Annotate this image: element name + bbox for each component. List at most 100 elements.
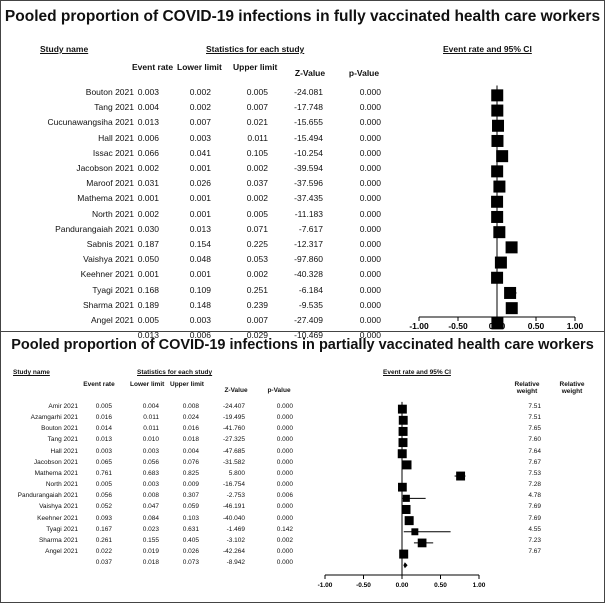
p-value: 0.000: [359, 163, 381, 173]
upper-limit-value: 0.018: [182, 436, 199, 444]
event-rate-value: 0.056: [95, 492, 112, 500]
lower-limit-value: 0.003: [142, 481, 159, 489]
study-name: Vaishya 2021: [83, 254, 134, 265]
study-name: Amir 2021: [48, 403, 78, 410]
study-point-marker: [494, 256, 507, 269]
study-name: Pandurangaiah 2021: [55, 223, 134, 234]
x-tick-label: -1.00: [318, 582, 333, 589]
upper-limit-value: 0.011: [247, 132, 268, 143]
col-relative-weight-2: Relative weight: [559, 381, 585, 396]
upper-limit-value: 0.002: [246, 193, 268, 204]
lower-limit-value: 0.047: [142, 503, 159, 511]
fully-vaccinated-forest-plot: -1.00-0.500.000.501.00: [409, 85, 584, 331]
lower-limit-value: 0.006: [189, 330, 211, 341]
event-rate-value: 0.066: [137, 147, 159, 158]
upper-limit-value: 0.103: [182, 514, 199, 522]
z-value: -37.435: [294, 193, 323, 204]
z-value: -24.081: [294, 87, 323, 97]
lower-limit-value: 0.001: [189, 163, 211, 173]
study-name: North 2021: [91, 208, 134, 219]
p-value: 0.000: [276, 403, 293, 410]
p-value: 0.000: [359, 315, 381, 325]
lower-limit-value: 0.003: [142, 447, 159, 455]
upper-limit-value: 0.007: [246, 315, 268, 325]
z-value: -27.325: [222, 436, 245, 444]
col-event-rate: Event rate: [83, 381, 115, 388]
p-value: 0.000: [359, 208, 381, 219]
relative-weight-value: 7.69: [528, 514, 541, 522]
lower-limit-value: 0.001: [189, 193, 211, 204]
statistics-header: Statistics for each study: [206, 44, 305, 54]
study-point-marker: [402, 460, 412, 470]
upper-limit-value: 0.307: [182, 492, 199, 500]
event-rate-value: 0.004: [137, 102, 159, 113]
p-value: 0.000: [359, 178, 381, 189]
p-value: 0.006: [276, 492, 293, 500]
z-value: -19.495: [222, 414, 245, 422]
z-value: -31.582: [222, 458, 245, 466]
study-point-marker: [491, 271, 504, 284]
event-rate-value: 0.261: [95, 536, 112, 544]
col-upper-limit: Upper limit: [233, 62, 278, 72]
event-rate-value: 0.052: [95, 503, 112, 511]
p-value: 0.000: [276, 447, 293, 455]
z-value: -39.594: [294, 163, 323, 173]
pooled-estimate-diamond: [403, 562, 408, 569]
z-value: -40.040: [222, 514, 245, 522]
lower-limit-value: 0.019: [142, 547, 159, 555]
study-name: Angel 2021: [90, 315, 134, 325]
study-name: Bouton 2021: [41, 425, 78, 433]
z-value: -27.409: [294, 315, 323, 325]
study-point-marker: [505, 241, 518, 254]
upper-limit-value: 0.007: [246, 102, 268, 113]
partially-vaccinated-title: Pooled proportion of COVID-19 infections…: [11, 337, 594, 353]
lower-limit-value: 0.010: [142, 436, 159, 444]
study-name: Sharma 2021: [82, 299, 134, 310]
event-rate-value: 0.005: [137, 315, 159, 325]
event-rate-value: 0.168: [137, 284, 159, 295]
col-relative-weight: Relative weight: [514, 381, 540, 396]
p-value: 0.000: [359, 299, 381, 310]
relative-weight-value: 7.67: [528, 458, 541, 466]
z-value: -97.860: [294, 254, 323, 265]
study-name: Azamgarhi 2021: [30, 414, 78, 422]
z-value: -17.748: [294, 102, 323, 113]
event-rate-value: 0.065: [95, 458, 112, 466]
x-tick-label: 1.00: [567, 321, 584, 331]
study-name-header: Study name: [40, 44, 89, 54]
upper-limit-value: 0.021: [246, 117, 268, 128]
p-value: 0.000: [276, 481, 293, 489]
p-value: 0.000: [359, 284, 381, 295]
x-tick-label: 0.50: [528, 321, 545, 331]
event-rate-value: 0.005: [95, 403, 112, 410]
event-rate-value: 0.022: [95, 547, 112, 555]
upper-limit-value: 0.071: [246, 223, 268, 234]
upper-limit-value: 0.016: [182, 425, 199, 433]
event-rate-value: 0.030: [137, 223, 159, 234]
study-name-header: Study name: [13, 369, 50, 376]
upper-limit-value: 0.024: [182, 414, 199, 422]
z-value: -6.184: [298, 284, 323, 295]
relative-weight-value: 7.51: [528, 414, 541, 422]
study-point-marker: [397, 449, 407, 459]
upper-limit-value: 0.005: [246, 87, 268, 97]
p-value: 0.000: [276, 458, 293, 466]
lower-limit-value: 0.683: [142, 469, 159, 477]
study-name: Angel 2021: [45, 547, 78, 555]
study-name: Hall 2021: [50, 447, 78, 455]
event-rate-value: 0.761: [95, 469, 112, 477]
col-z-value: Z-Value: [294, 68, 326, 78]
p-value: 0.000: [359, 269, 381, 280]
study-name: Bouton 2021: [85, 87, 134, 97]
relative-weight-value: 7.23: [528, 536, 541, 544]
z-value: -7.617: [298, 223, 323, 234]
event-rate-value: 0.031: [137, 178, 159, 189]
x-tick-label: 0.00: [396, 582, 409, 589]
upper-limit-value: 0.059: [182, 503, 199, 511]
p-value: 0.142: [276, 525, 293, 533]
event-rate-value: 0.013: [137, 330, 159, 341]
study-point-marker: [491, 89, 504, 102]
relative-weight-value: 7.67: [528, 547, 541, 555]
relative-weight-value: 7.64: [528, 447, 541, 455]
